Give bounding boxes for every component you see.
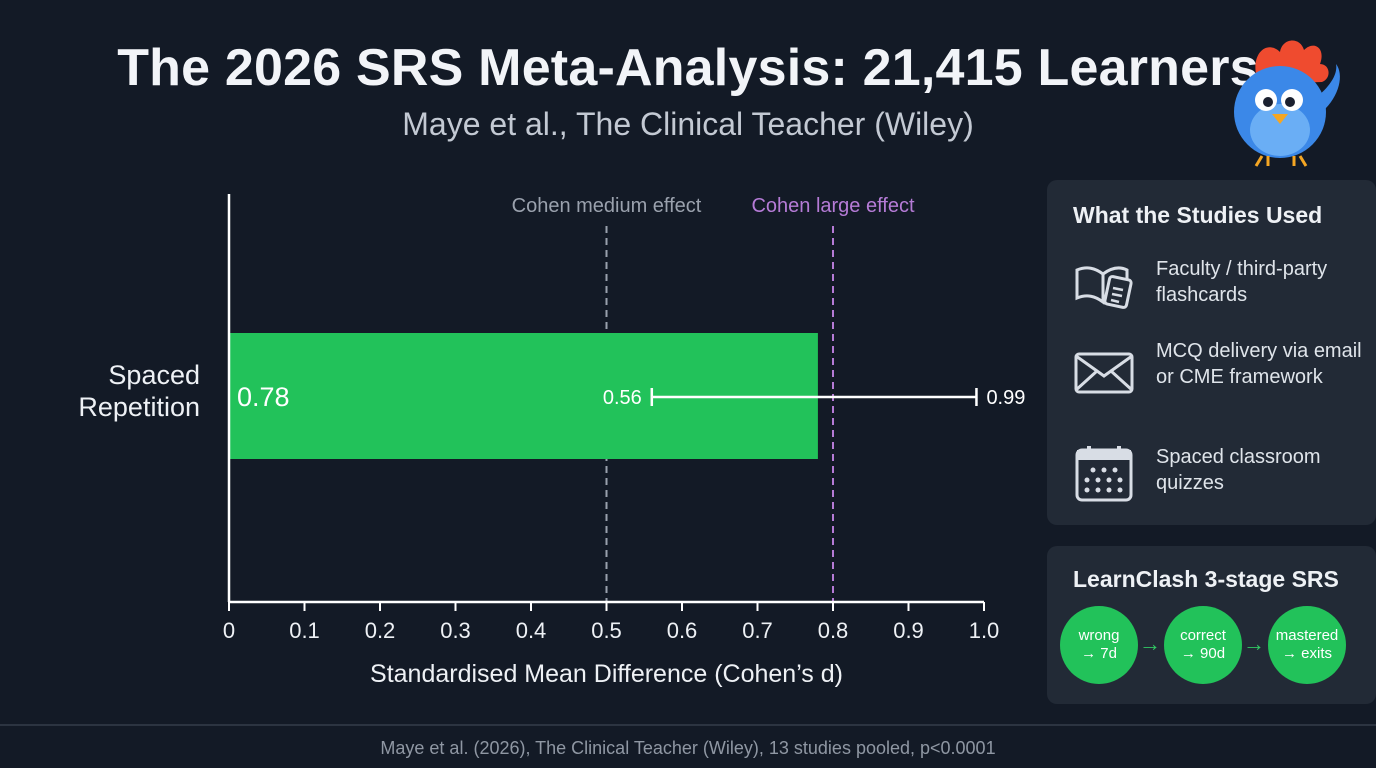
- book-card-icon: [1075, 266, 1133, 309]
- studies-item-mcq: MCQ delivery via email or CME framework: [1047, 338, 1376, 408]
- srs-panel-title: LearnClash 3-stage SRS: [1073, 566, 1339, 592]
- reference-line-label: Cohen large effect: [751, 195, 915, 217]
- x-tick-label: 0.9: [893, 618, 924, 643]
- studies-item-quizzes: Spaced classroom quizzes: [1047, 444, 1376, 514]
- studies-item-flashcards: Faculty / third-party flashcards: [1047, 256, 1376, 326]
- category-label: Repetition: [78, 392, 200, 422]
- bar-value-label: 0.78: [237, 382, 290, 412]
- mascot-bird-icon: [1234, 40, 1340, 167]
- reference-line-label: Cohen medium effect: [512, 195, 702, 217]
- x-tick-label: 0.1: [289, 618, 320, 643]
- studies-item-text: MCQ delivery via email or CME framework: [1156, 340, 1362, 388]
- srs-panel: LearnClash 3-stage SRS wrong → 7d → corr…: [1047, 546, 1376, 704]
- stage-mastered: mastered → exits: [1268, 606, 1346, 684]
- category-label: Spaced: [108, 360, 200, 390]
- envelope-icon: [1074, 352, 1134, 394]
- studies-item-text: Faculty / third-party flashcards: [1156, 258, 1328, 306]
- error-bar-low-label: 0.56: [603, 387, 642, 409]
- stage-arrow-icon: →: [1139, 631, 1161, 656]
- x-tick-label: 1.0: [969, 618, 1000, 643]
- x-tick-label: 0.8: [818, 618, 849, 643]
- x-axis-title: Standardised Mean Difference (Cohen’s d): [370, 660, 843, 688]
- x-tick-label: 0.4: [516, 618, 547, 643]
- stage-arrow-icon: →: [1243, 631, 1265, 656]
- page-title: The 2026 SRS Meta-Analysis: 21,415 Learn…: [117, 39, 1259, 97]
- x-tick-label: 0.6: [667, 618, 698, 643]
- stage-label: mastered → exits: [1275, 627, 1339, 662]
- studies-panel-title: What the Studies Used: [1073, 202, 1323, 228]
- x-tick-label: 0.5: [591, 618, 622, 643]
- x-tick-label: 0.2: [365, 618, 396, 643]
- calendar-icon: [1075, 446, 1133, 502]
- footer-citation: Maye et al. (2026), The Clinical Teacher…: [380, 738, 996, 758]
- error-bars: 0.56 0.99: [603, 387, 1026, 409]
- error-bar-high-label: 0.99: [986, 387, 1025, 409]
- stage-correct: correct → 90d: [1164, 606, 1242, 684]
- reference-lines: Cohen medium effect Cohen large effect: [512, 195, 915, 602]
- x-tick-label: 0.7: [742, 618, 773, 643]
- stage-label: correct → 90d: [1180, 627, 1226, 662]
- studies-panel: What the Studies Used Faculty / third-pa…: [1047, 180, 1376, 525]
- studies-item-text: Spaced classroom quizzes: [1156, 446, 1321, 494]
- effect-size-chart: Cohen medium effect Cohen large effect 0.…: [78, 194, 1026, 688]
- stage-wrong: wrong → 7d: [1060, 606, 1138, 684]
- x-tick-label: 0.3: [440, 618, 471, 643]
- axes: 0 0.1 0.2 0.3 0.4 0.5 0.6 0.7 0.8 0.9 1.0 Standardi…: [223, 194, 999, 688]
- x-tick-label: 0: [223, 618, 235, 643]
- page-subtitle: Maye et al., The Clinical Teacher (Wiley…: [402, 106, 974, 142]
- footer-divider: [0, 724, 1376, 726]
- stage-label: wrong → 7d: [1078, 627, 1120, 662]
